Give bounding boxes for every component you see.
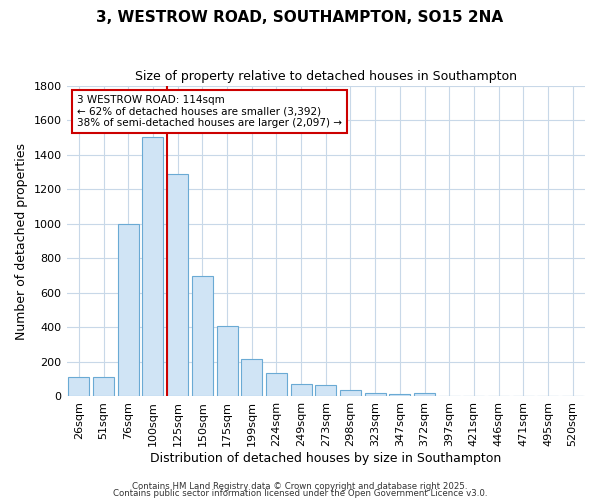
Bar (414, 394, 435, 396)
Bar (142, 138, 163, 396)
Bar (167, 174, 188, 396)
Text: 3 WESTROW ROAD: 114sqm
← 62% of detached houses are smaller (3,392)
38% of semi-: 3 WESTROW ROAD: 114sqm ← 62% of detached… (77, 95, 342, 128)
Bar (266, 373, 287, 396)
X-axis label: Distribution of detached houses by size in Southampton: Distribution of detached houses by size … (150, 452, 502, 465)
Bar (315, 385, 336, 396)
Y-axis label: Number of detached properties: Number of detached properties (15, 142, 28, 340)
Bar (118, 224, 139, 396)
Title: Size of property relative to detached houses in Southampton: Size of property relative to detached ho… (135, 70, 517, 83)
Text: Contains HM Land Registry data © Crown copyright and database right 2025.: Contains HM Land Registry data © Crown c… (132, 482, 468, 491)
Bar (217, 326, 238, 396)
Bar (389, 394, 410, 396)
Bar (340, 390, 361, 396)
Bar (365, 393, 386, 396)
Text: 3, WESTROW ROAD, SOUTHAMPTON, SO15 2NA: 3, WESTROW ROAD, SOUTHAMPTON, SO15 2NA (97, 10, 503, 25)
Text: Contains public sector information licensed under the Open Government Licence v3: Contains public sector information licen… (113, 490, 487, 498)
Bar (241, 360, 262, 397)
Bar (93, 378, 114, 396)
Bar (290, 384, 311, 396)
Bar (68, 378, 89, 396)
Bar (192, 276, 213, 396)
